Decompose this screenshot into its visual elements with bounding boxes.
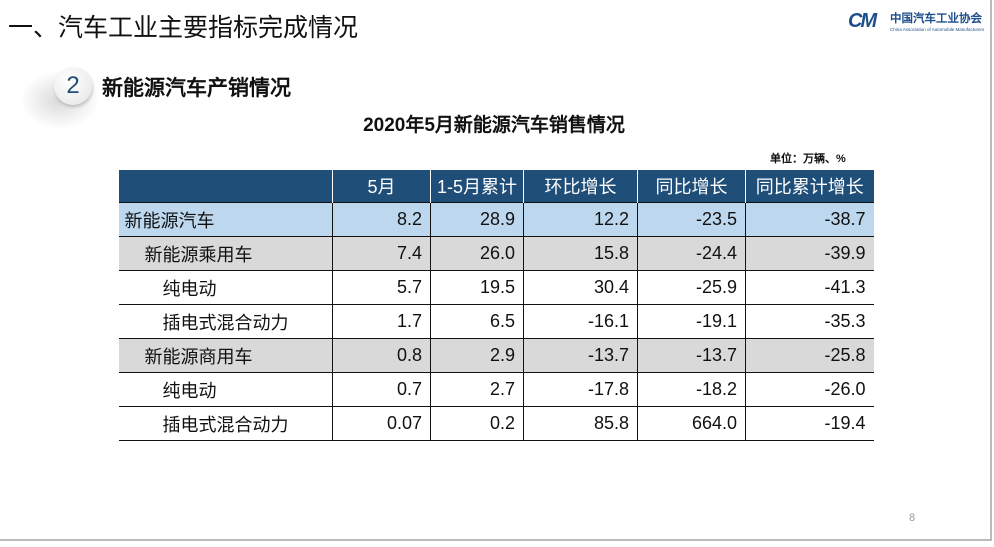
table-cell: 8.2	[332, 202, 431, 237]
slide-title: 一、汽车工业主要指标完成情况	[8, 14, 359, 42]
table-cell: 28.9	[430, 202, 524, 237]
table-cell: -41.3	[745, 270, 874, 305]
sales-table: 5月 1-5月累计 环比增长 同比增长 同比累计增长 新能源汽车 8.2 28.9 12.2-…	[118, 170, 874, 441]
table-cell: 0.7	[332, 372, 431, 407]
table-cell: -13.7	[637, 338, 746, 373]
table-cell: -19.1	[637, 304, 746, 339]
row-label: 新能源汽车	[118, 202, 333, 237]
table-cell: 0.07	[332, 406, 431, 441]
table-cell: -25.8	[745, 338, 874, 373]
table-row: 新能源乘用车 7.4 26.0 15.8 -24.4 -39.9	[118, 236, 874, 271]
table-cell: 30.4	[523, 270, 638, 305]
row-label: 插电式混合动力	[118, 304, 333, 339]
column-header: 环比增长	[523, 170, 638, 203]
row-label: 纯电动	[118, 270, 333, 305]
table-cell: 6.5	[430, 304, 524, 339]
table-row: 新能源商用车 0.8 2.9 -13.7 -13.7 -25.8	[118, 338, 874, 373]
caam-logo: CM 中国汽车工业协会 China Association of Automob…	[848, 8, 988, 38]
table-row: 纯电动 0.7 2.7 -17.8 -18.2 -26.0	[118, 372, 874, 407]
table-cell: 1.7	[332, 304, 431, 339]
table-cell: 15.8	[523, 236, 638, 271]
row-label: 新能源乘用车	[118, 236, 333, 271]
table-cell: -38.7	[745, 202, 874, 237]
table-title: 2020年5月新能源汽车销售情况	[0, 110, 994, 137]
page-number: 8	[909, 512, 916, 524]
table-cell: 0.8	[332, 338, 431, 373]
table-row: 插电式混合动力 0.07 0.2 85.8 664.0 -19.4	[118, 406, 874, 441]
row-label: 插电式混合动力	[118, 406, 333, 441]
table-title-text: 2020年5月新能源汽车销售情况	[363, 115, 625, 136]
table-cell: 19.5	[430, 270, 524, 305]
table-header-row: 5月 1-5月累计 环比增长 同比增长 同比累计增长	[118, 170, 874, 203]
table-cell: -23.5	[637, 202, 746, 237]
table-cell: -25.9	[637, 270, 746, 305]
table-cell: -13.7	[523, 338, 638, 373]
table-cell: 12.2	[523, 202, 638, 237]
table-cell: 5.7	[332, 270, 431, 305]
logo-text-en: China Association of Automobile Manufact…	[890, 27, 985, 32]
table-row: 新能源汽车 8.2 28.9 12.2 -23.5 -38.7	[118, 202, 874, 237]
column-header: 同比累计增长	[745, 170, 874, 203]
column-header: 同比增长	[637, 170, 746, 203]
table-cell: 7.4	[332, 236, 431, 271]
section-number-badge: 2	[54, 67, 92, 105]
table-cell: 2.9	[430, 338, 524, 373]
row-label: 纯电动	[118, 372, 333, 407]
column-header: 1-5月累计	[430, 170, 524, 203]
table-cell: 0.2	[430, 406, 524, 441]
row-label: 新能源商用车	[118, 338, 333, 373]
table-cell: -16.1	[523, 304, 638, 339]
table-cell: 2.7	[430, 372, 524, 407]
table-cell: 664.0	[637, 406, 746, 441]
table-cell: -35.3	[745, 304, 874, 339]
table-cell: -19.4	[745, 406, 874, 441]
logo-text-cn: 中国汽车工业协会	[890, 13, 982, 25]
table-cell: -17.8	[523, 372, 638, 407]
table-cell: 26.0	[430, 236, 524, 271]
column-header: 5月	[332, 170, 431, 203]
column-header	[118, 170, 333, 203]
unit-label: 单位：万辆、%	[770, 153, 846, 165]
table-cell: -18.2	[637, 372, 746, 407]
table-cell: -26.0	[745, 372, 874, 407]
table-row: 插电式混合动力 1.7 6.5 -16.1 -19.1 -35.3	[118, 304, 874, 339]
table-cell: -24.4	[637, 236, 746, 271]
table-cell: 85.8	[523, 406, 638, 441]
section-title: 新能源汽车产销情况	[102, 77, 291, 100]
logo-mark: CM	[848, 10, 877, 32]
table-cell: -39.9	[745, 236, 874, 271]
table-row: 纯电动 5.7 19.5 30.4 -25.9 -41.3	[118, 270, 874, 305]
